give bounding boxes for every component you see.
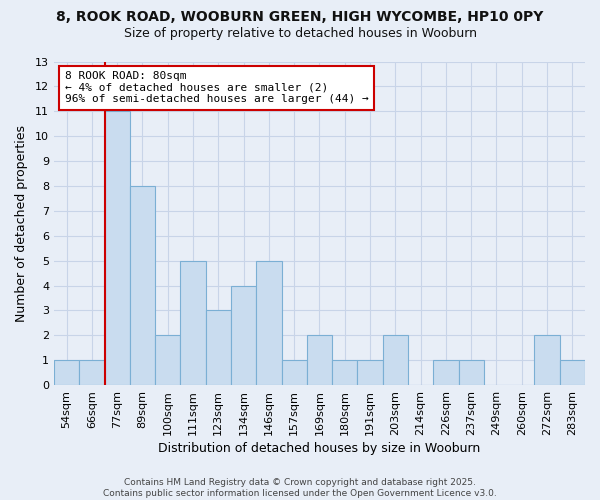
Bar <box>332 360 358 385</box>
Y-axis label: Number of detached properties: Number of detached properties <box>15 125 28 322</box>
Bar <box>358 360 383 385</box>
Bar <box>206 310 231 385</box>
Bar <box>181 260 206 385</box>
Text: 8, ROOK ROAD, WOOBURN GREEN, HIGH WYCOMBE, HP10 0PY: 8, ROOK ROAD, WOOBURN GREEN, HIGH WYCOMB… <box>56 10 544 24</box>
Bar <box>130 186 155 385</box>
Bar <box>281 360 307 385</box>
Bar <box>535 336 560 385</box>
Bar <box>560 360 585 385</box>
Text: Contains HM Land Registry data © Crown copyright and database right 2025.
Contai: Contains HM Land Registry data © Crown c… <box>103 478 497 498</box>
Bar <box>79 360 104 385</box>
Text: 8 ROOK ROAD: 80sqm
← 4% of detached houses are smaller (2)
96% of semi-detached : 8 ROOK ROAD: 80sqm ← 4% of detached hous… <box>65 71 368 104</box>
Text: Size of property relative to detached houses in Wooburn: Size of property relative to detached ho… <box>124 28 476 40</box>
Bar <box>104 112 130 385</box>
Bar <box>231 286 256 385</box>
Bar <box>256 260 281 385</box>
Bar <box>458 360 484 385</box>
Bar <box>433 360 458 385</box>
Bar <box>155 336 181 385</box>
Bar <box>54 360 79 385</box>
X-axis label: Distribution of detached houses by size in Wooburn: Distribution of detached houses by size … <box>158 442 481 455</box>
Bar <box>307 336 332 385</box>
Bar <box>383 336 408 385</box>
